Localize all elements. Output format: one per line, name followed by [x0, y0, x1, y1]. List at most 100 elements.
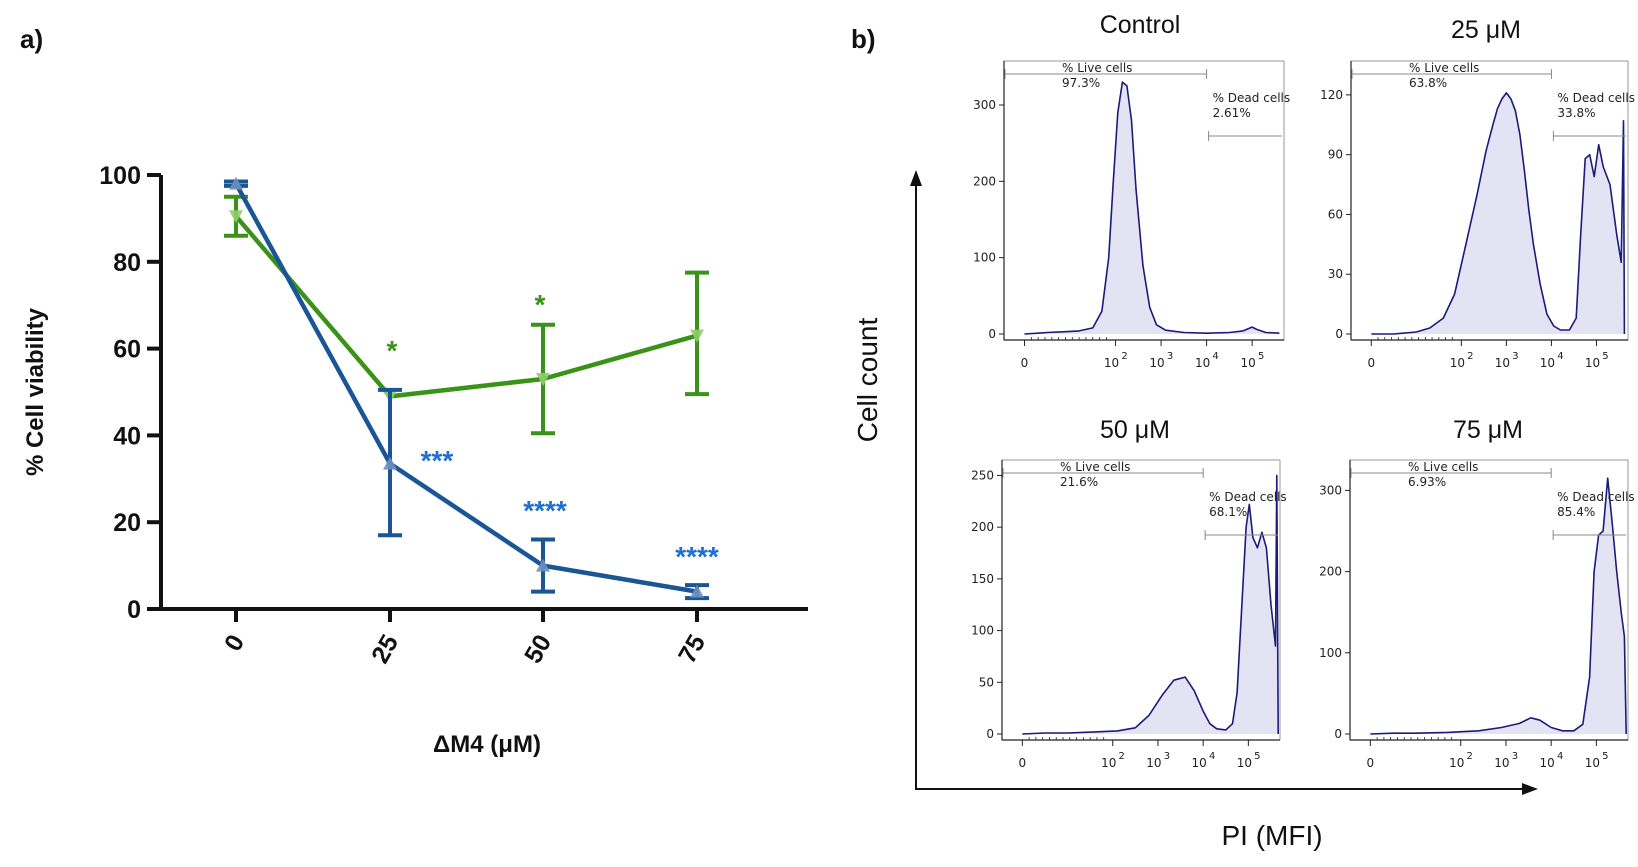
- shared-x-arrowhead: [1522, 783, 1538, 795]
- histogram-outline: [1371, 92, 1626, 335]
- dead-gate-label: % Dead cells: [1557, 490, 1635, 504]
- histogram-title: Control: [1100, 11, 1181, 39]
- histogram-y-tick-label: 0: [1334, 727, 1342, 741]
- histogram-x-tick-label: 10: [1494, 756, 1509, 770]
- significance-marker: ***: [421, 445, 454, 476]
- dead-percent: 2.61%: [1213, 106, 1251, 120]
- histogram-title: 50 μM: [1100, 416, 1170, 444]
- x-axis-title: ΔM4 (μM): [433, 731, 541, 758]
- data-point: [536, 372, 550, 386]
- dead-percent: 33.8%: [1557, 106, 1595, 120]
- histogram-x-tick-label: 10: [1149, 356, 1164, 370]
- histogram-x-tick-exponent: 5: [1258, 351, 1264, 362]
- dead-gate-label: % Dead cells: [1557, 91, 1635, 105]
- histogram-x-tick-label: 0: [1367, 356, 1375, 370]
- histogram-x-tick-label: 0: [1367, 756, 1375, 770]
- histogram-x-tick-exponent: 2: [1121, 351, 1127, 362]
- histogram-x-tick-label: 10: [1195, 356, 1210, 370]
- histogram-y-tick-label: 90: [1328, 148, 1343, 162]
- y-axis-title: % Cell viability: [22, 307, 49, 476]
- y-tick-label: 40: [113, 422, 141, 450]
- data-point: [690, 584, 704, 598]
- histogram-y-tick-label: 300: [1319, 483, 1342, 497]
- live-percent: 6.93%: [1408, 475, 1446, 489]
- y-tick-label: 100: [99, 162, 141, 190]
- significance-marker: *: [535, 289, 546, 320]
- significance-marker: ****: [523, 495, 567, 526]
- histogram-x-tick-label: 10: [1449, 756, 1464, 770]
- histogram-x-tick-label: 10: [1237, 756, 1252, 770]
- histogram-x-tick-exponent: 4: [1209, 751, 1215, 762]
- histogram-x-tick-label: 10: [1495, 356, 1510, 370]
- dead-percent: 85.4%: [1557, 505, 1595, 519]
- dead-percent: 68.1%: [1209, 505, 1247, 519]
- histogram-x-tick-label: 10: [1104, 356, 1119, 370]
- histogram-y-tick-label: 0: [986, 727, 994, 741]
- data-point: [383, 456, 397, 470]
- shared-x-title: PI (MFI): [1221, 820, 1322, 851]
- histogram-y-tick-label: 150: [971, 572, 994, 586]
- series-layer: *************: [224, 176, 719, 601]
- live-gate-label: % Live cells: [1409, 61, 1479, 75]
- series-line-1: [234, 182, 698, 594]
- dead-gate-label: % Dead cells: [1209, 490, 1287, 504]
- histogram-x-tick-exponent: 3: [1164, 751, 1170, 762]
- histogram-fill: [1371, 92, 1625, 335]
- live-percent: 63.8%: [1409, 76, 1447, 90]
- histogram-x-tick-label: 0: [1019, 756, 1027, 770]
- significance-marker: ****: [675, 541, 719, 572]
- live-gate-label: % Live cells: [1062, 61, 1132, 75]
- panel-b-label: b): [851, 24, 876, 54]
- y-ticks: 0 20 40 60 80 100: [99, 162, 161, 624]
- histogram-fill: [1022, 475, 1279, 734]
- x-tick-label: 50: [519, 630, 557, 668]
- histogram-x-tick-exponent: 5: [1602, 751, 1608, 762]
- histogram-y-tick-label: 60: [1328, 207, 1343, 221]
- significance-marker: *: [387, 335, 398, 366]
- histogram-x-tick-exponent: 2: [1467, 351, 1473, 362]
- histogram-y-tick-label: 0: [988, 327, 996, 341]
- histogram-x-tick-exponent: 4: [1557, 351, 1563, 362]
- histogram-x-tick-label: 10: [1585, 356, 1600, 370]
- histogram-fill: [1370, 478, 1627, 734]
- histogram-x-tick-label: 10: [1450, 356, 1465, 370]
- histogram-x-tick-exponent: 2: [1467, 751, 1473, 762]
- histogram-y-tick-label: 120: [1320, 88, 1343, 102]
- histogram-x-tick-label: 10: [1540, 356, 1555, 370]
- x-ticks: 0 25 50 75: [219, 609, 711, 668]
- data-point: [536, 558, 550, 572]
- histogram-x-tick-exponent: 3: [1512, 751, 1518, 762]
- shared-y-arrowhead: [910, 170, 922, 186]
- histogram-x-tick-exponent: 2: [1119, 751, 1125, 762]
- histogram-x-tick-label: 10: [1540, 756, 1555, 770]
- histogram-x-tick-exponent: 4: [1557, 751, 1563, 762]
- histogram-x-tick-label: 0: [1021, 356, 1029, 370]
- y-tick-label: 0: [127, 596, 141, 624]
- series-line-0: [234, 214, 698, 399]
- live-percent: 97.3%: [1062, 76, 1100, 90]
- histogram-outline: [1370, 477, 1627, 735]
- live-percent: 21.6%: [1060, 475, 1098, 489]
- shared-y-title: Cell count: [852, 318, 883, 443]
- histogram-y-tick-label: 100: [1319, 646, 1342, 660]
- histogram-x-tick-label: 10: [1146, 756, 1161, 770]
- histogram-y-tick-label: 0: [1335, 327, 1343, 341]
- histogram-title: 25 μM: [1451, 16, 1521, 44]
- y-tick-label: 60: [113, 336, 141, 364]
- histogram-y-tick-label: 200: [1319, 565, 1342, 579]
- histogram-y-tick-label: 100: [971, 624, 994, 638]
- live-gate-label: % Live cells: [1060, 460, 1130, 474]
- x-tick-label: 75: [673, 630, 711, 668]
- histogram-outline: [1022, 474, 1279, 735]
- histogram-x-tick-exponent: 5: [1254, 751, 1260, 762]
- histogram-y-tick-label: 50: [979, 675, 994, 689]
- live-gate-label: % Live cells: [1408, 460, 1478, 474]
- histogram-y-tick-label: 200: [971, 520, 994, 534]
